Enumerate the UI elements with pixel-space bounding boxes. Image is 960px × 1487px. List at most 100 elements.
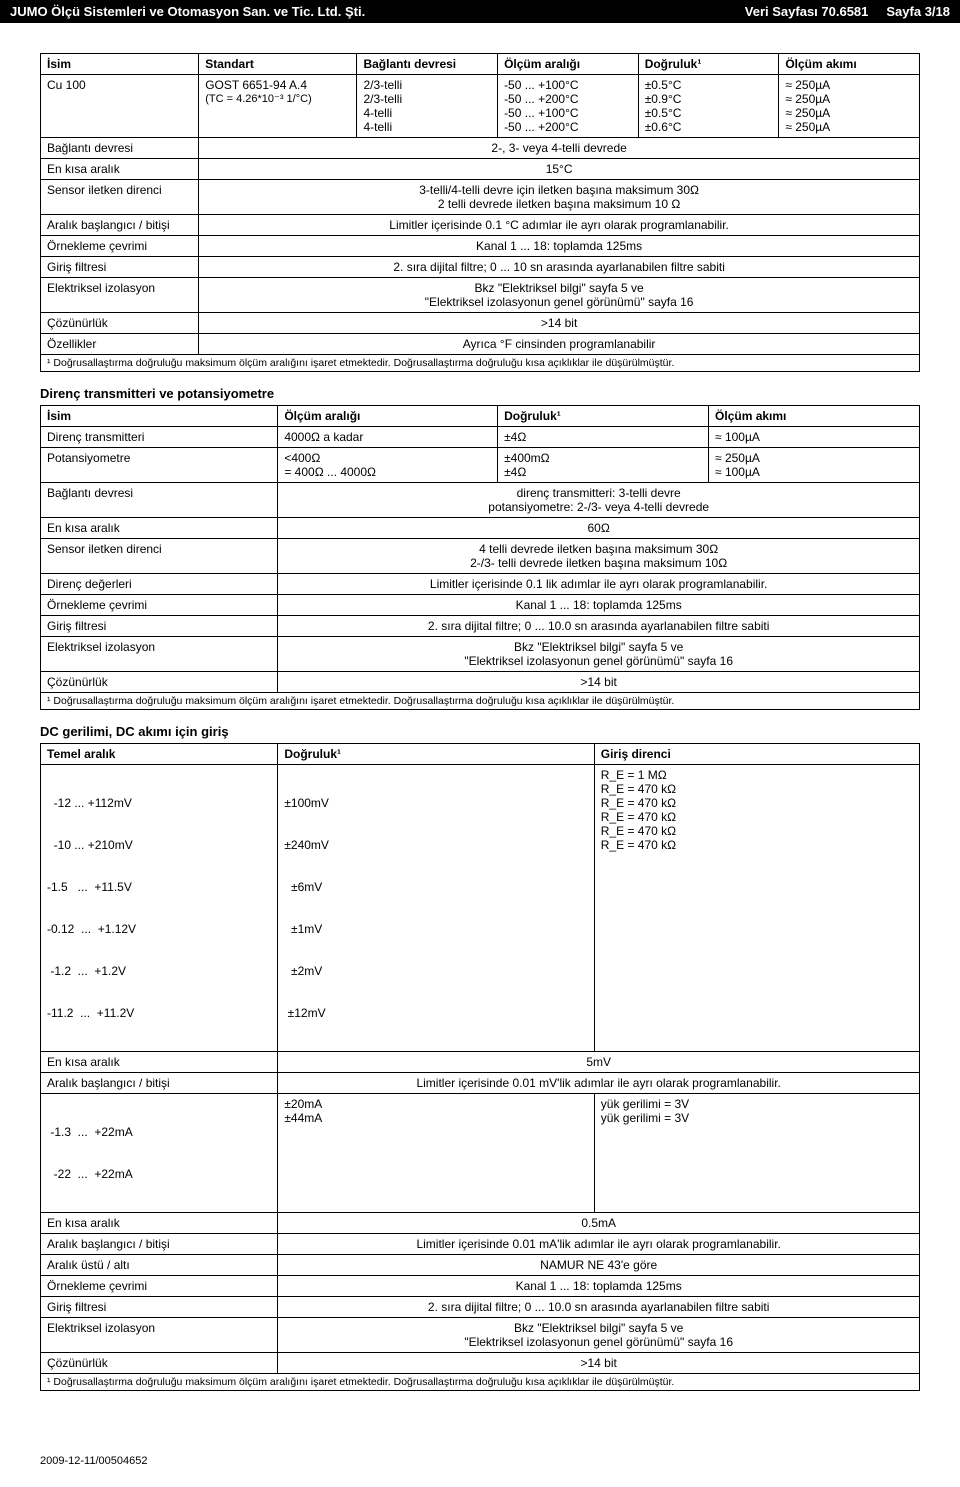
cell: 3-telli/4-telli devre için iletken başın… (199, 180, 920, 215)
th: Ölçüm akımı (785, 57, 856, 71)
table-row: Aralık başlangıcı / bitişiLimitler içeri… (41, 215, 920, 236)
cell: Aralık başlangıcı / bitişi (41, 1073, 278, 1094)
text: 2/3-telli (363, 78, 491, 92)
cell: Direnç değerleri (41, 574, 278, 595)
footnote: ¹ Doğrusallaştırma doğruluğu maksimum öl… (41, 693, 920, 710)
text: -50 ... +200°C (504, 120, 632, 134)
table-header-row: İsim Standart Bağlantı devresi Ölçüm ara… (41, 54, 920, 75)
text: = 400Ω ... 4000Ω (284, 465, 491, 479)
table-row: Bağlantı devresidirenç transmitteri: 3-t… (41, 483, 920, 518)
cell: ±4Ω (498, 427, 709, 448)
cell: Çözünürlük (41, 672, 278, 693)
cell: Potansiyometre (41, 448, 278, 483)
table-resistance: İsim Ölçüm aralığı Doğruluk¹ Ölçüm akımı… (40, 405, 920, 710)
table-header-row: İsim Ölçüm aralığı Doğruluk¹ Ölçüm akımı (41, 406, 920, 427)
cell: Elektriksel izolasyon (41, 278, 199, 313)
table-row: Çözünürlük>14 bit (41, 672, 920, 693)
cell: Aralık başlangıcı / bitişi (41, 1234, 278, 1255)
header-left: JUMO Ölçü Sistemleri ve Otomasyon San. v… (10, 4, 365, 19)
th: Doğruluk¹ (504, 409, 561, 423)
cell: -1.3 ... +22mA -22 ... +22mA (41, 1094, 278, 1213)
section-title: DC gerilimi, DC akımı için giriş (40, 724, 920, 739)
text: <400Ω (284, 451, 491, 465)
text: -0.12 ... +1.12V (47, 922, 271, 936)
table-row: Giriş filtresi2. sıra dijital filtre; 0 … (41, 1297, 920, 1318)
table-row: Elektriksel izolasyonBkz "Elektriksel bi… (41, 1318, 920, 1353)
cell: 4000Ω a kadar (278, 427, 498, 448)
table-row: Potansiyometre <400Ω = 400Ω ... 4000Ω ±4… (41, 448, 920, 483)
cell: -50 ... +100°C -50 ... +200°C -50 ... +1… (498, 75, 639, 138)
cell: Aralık üstü / altı (41, 1255, 278, 1276)
text: 2/3-telli (363, 92, 491, 106)
table-row: Aralık başlangıcı / bitişiLimitler içeri… (41, 1073, 920, 1094)
table-row: Elektriksel izolasyonBkz "Elektriksel bi… (41, 278, 920, 313)
cell: 4 telli devrede iletken başına maksimum … (278, 539, 920, 574)
table-row: En kısa aralık15°C (41, 159, 920, 180)
cell: ±100mV ±240mV ±6mV ±1mV ±2mV ±12mV (278, 765, 594, 1052)
table-row: -12 ... +112mV -10 ... +210mV -1.5 ... +… (41, 765, 920, 1052)
th: İsim (47, 409, 71, 423)
table-row: -1.3 ... +22mA -22 ... +22mA ±20mA ±44mA… (41, 1094, 920, 1213)
text: R_E = 1 MΩ (601, 768, 913, 782)
cell: >14 bit (278, 1353, 920, 1374)
table-row: Sensor iletken direnci4 telli devrede il… (41, 539, 920, 574)
cell: GOST 6651-94 A.4 (TC = 4.26*10⁻³ 1/°C) (199, 75, 357, 138)
text: -50 ... +200°C (504, 92, 632, 106)
text: ±4Ω (504, 465, 702, 479)
text: ±100mV (284, 796, 587, 810)
text: yük gerilimi = 3V (601, 1111, 913, 1125)
table-row: ¹ Doğrusallaştırma doğruluğu maksimum öl… (41, 1374, 920, 1391)
cell: ±0.5°C ±0.9°C ±0.5°C ±0.6°C (638, 75, 779, 138)
cell: Bağlantı devresi (41, 483, 278, 518)
cell: >14 bit (278, 672, 920, 693)
th: Bağlantı devresi (363, 57, 456, 71)
cell: En kısa aralık (41, 518, 278, 539)
cell: 0.5mA (278, 1213, 920, 1234)
text: ≈ 250µA (785, 120, 913, 134)
text: ±400mΩ (504, 451, 702, 465)
text: ±0.5°C (645, 106, 773, 120)
cell: Limitler içerisinde 0.01 mV'lik adımlar … (278, 1073, 920, 1094)
table-row: ¹ Doğrusallaştırma doğruluğu maksimum öl… (41, 693, 920, 710)
text: -1.2 ... +1.2V (47, 964, 271, 978)
text: R_E = 470 kΩ (601, 838, 913, 852)
cell: Kanal 1 ... 18: toplamda 125ms (278, 595, 920, 616)
th: İsim (47, 57, 71, 71)
table-row: Direnç değerleriLimitler içerisinde 0.1 … (41, 574, 920, 595)
cell: Örnekleme çevrimi (41, 1276, 278, 1297)
cell: 2-, 3- veya 4-telli devrede (199, 138, 920, 159)
cell: Direnç transmitteri (41, 427, 278, 448)
text: (TC = 4.26*10⁻³ 1/°C) (205, 92, 350, 105)
text: -50 ... +100°C (504, 106, 632, 120)
table-cu100: İsim Standart Bağlantı devresi Ölçüm ara… (40, 53, 920, 372)
table-row: Cu 100 GOST 6651-94 A.4 (TC = 4.26*10⁻³ … (41, 75, 920, 138)
th: Temel aralık (47, 747, 115, 761)
cell: En kısa aralık (41, 1213, 278, 1234)
cell: 60Ω (278, 518, 920, 539)
text: ±0.9°C (645, 92, 773, 106)
th: Giriş direnci (601, 747, 671, 761)
cell: direnç transmitteri: 3-telli devre potan… (278, 483, 920, 518)
text: -11.2 ... +11.2V (47, 1006, 271, 1020)
text: -10 ... +210mV (47, 838, 271, 852)
text: -1.3 ... +22mA (47, 1125, 271, 1139)
cell: Çözünürlük (41, 1353, 278, 1374)
text: ±2mV (284, 964, 587, 978)
cell: 2/3-telli 2/3-telli 4-telli 4-telli (357, 75, 498, 138)
cell: Özellikler (41, 334, 199, 355)
text: ≈ 250µA (715, 451, 913, 465)
th: Doğruluk¹ (645, 57, 702, 71)
cell: Ayrıca °F cinsinden programlanabilir (199, 334, 920, 355)
cell: Örnekleme çevrimi (41, 236, 199, 257)
text: ≈ 250µA (785, 92, 913, 106)
cell: Bkz "Elektriksel bilgi" sayfa 5 ve "Elek… (278, 637, 920, 672)
cell: R_E = 1 MΩ R_E = 470 kΩ R_E = 470 kΩ R_E… (594, 765, 919, 1052)
cell: ±400mΩ ±4Ω (498, 448, 709, 483)
text: R_E = 470 kΩ (601, 824, 913, 838)
cell: <400Ω = 400Ω ... 4000Ω (278, 448, 498, 483)
cell: Aralık başlangıcı / bitişi (41, 215, 199, 236)
table-row: Aralık başlangıcı / bitişiLimitler içeri… (41, 1234, 920, 1255)
table-row: Örnekleme çevrimiKanal 1 ... 18: toplamd… (41, 1276, 920, 1297)
table-row: Sensor iletken direnci3-telli/4-telli de… (41, 180, 920, 215)
header-bar: JUMO Ölçü Sistemleri ve Otomasyon San. v… (0, 0, 960, 23)
